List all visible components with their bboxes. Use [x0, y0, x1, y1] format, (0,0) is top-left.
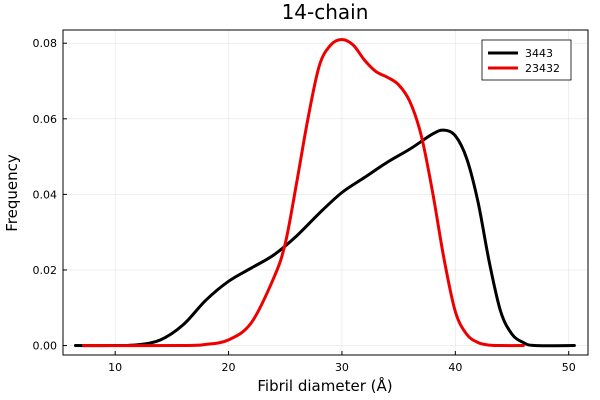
axis-ticks: 10 20 30 40 50 0.00 0.02 0.04 0.06 0.08 [33, 37, 576, 374]
series-line-3443 [73, 128, 576, 348]
series-line-23432 [81, 37, 525, 348]
x-tick-label: 50 [562, 361, 576, 374]
series-group [73, 37, 576, 348]
legend-label-3443: 3443 [525, 47, 553, 60]
x-tick-label: 40 [448, 361, 462, 374]
y-tick-label: 0.02 [33, 264, 58, 277]
y-tick-label: 0.00 [33, 340, 58, 353]
chart-title: 14-chain [282, 0, 369, 24]
y-tick-label: 0.04 [33, 188, 58, 201]
x-tick-label: 20 [222, 361, 236, 374]
y-tick-label: 0.06 [33, 113, 58, 126]
legend-label-23432: 23432 [525, 62, 560, 75]
x-tick-label: 10 [108, 361, 122, 374]
x-tick-label: 30 [335, 361, 349, 374]
legend: 3443 23432 [481, 39, 572, 81]
y-tick-label: 0.08 [33, 37, 58, 50]
x-axis-label: Fibril diameter (Å) [257, 376, 392, 395]
plot-frame [62, 29, 589, 356]
y-axis-label: Frequency [3, 154, 21, 232]
legend-box [481, 39, 572, 81]
